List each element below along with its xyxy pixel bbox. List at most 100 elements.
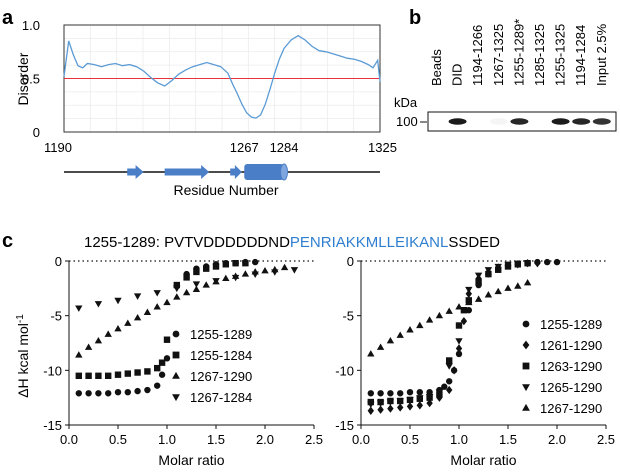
itc-legend-label: 1255-1289 <box>540 317 602 332</box>
disorder-series-line <box>63 34 381 119</box>
alpha-helix-cap <box>280 163 289 181</box>
itc-data-point <box>158 371 166 378</box>
itc-data-point <box>367 401 375 409</box>
itc-data-point <box>425 394 434 401</box>
disorder-y-axis-label: Disorder <box>15 52 31 105</box>
itc-legend-label: 1265-1290 <box>540 380 602 395</box>
itc-data-point <box>474 272 483 280</box>
blot-band <box>551 118 570 125</box>
blot-lane-label: 1194-1266 <box>470 25 485 86</box>
itc-data-point <box>367 406 374 415</box>
itc-data-point <box>271 269 279 276</box>
itc-data-point <box>426 398 433 408</box>
itc-data-point <box>450 366 458 375</box>
blot-band <box>510 118 529 125</box>
blot-lane-label: DID <box>450 64 465 86</box>
itc-data-point <box>134 369 141 376</box>
itc-data-point <box>441 383 448 390</box>
itc-legend-marker <box>172 371 180 379</box>
itc-data-point <box>261 267 269 274</box>
itc-data-point <box>416 321 424 329</box>
itc-data-point <box>376 400 385 407</box>
itc-y-tick-label: -10 <box>43 363 62 378</box>
disorder-y-tick-label: 1.0 <box>22 18 40 33</box>
itc-data-point <box>396 331 404 338</box>
disorder-residue-mark-label: 1267 <box>230 140 259 155</box>
itc-data-point <box>504 284 512 291</box>
itc-data-point <box>406 397 414 404</box>
blot-marker-label: 100 <box>396 114 418 129</box>
itc-data-point <box>465 298 473 306</box>
itc-legend-marker <box>172 351 180 359</box>
itc-data-point <box>455 322 463 329</box>
itc-data-point <box>397 390 404 397</box>
itc-data-point <box>104 330 112 337</box>
itc-data-point <box>105 372 112 379</box>
itc-data-point <box>153 290 161 297</box>
itc-data-point <box>114 371 122 378</box>
itc-data-point <box>465 289 472 298</box>
itc-data-point <box>484 291 493 298</box>
itc-data-point <box>455 344 463 353</box>
itc-data-point <box>158 359 166 366</box>
itc-data-point <box>386 399 395 406</box>
itc-data-point <box>446 378 453 385</box>
itc-series <box>75 267 299 312</box>
itc-legend-label: 1263-1290 <box>540 359 602 374</box>
itc-y-tick-label: 0 <box>347 254 354 269</box>
sequence-text: 1255-1289: PVTVDDDDDDNDPENRIAKKMLLEIKANL… <box>84 234 500 251</box>
itc-y-tick-label: -5 <box>342 309 354 324</box>
beta-strand-arrow <box>230 165 242 179</box>
disorder-x-tick-label: 1325 <box>368 140 397 155</box>
blot-band <box>592 118 611 125</box>
itc-data-point <box>475 278 482 285</box>
itc-data-point <box>534 259 541 268</box>
blot-lane-label: 1267-1325 <box>491 24 506 86</box>
itc-data-point <box>387 404 394 413</box>
itc-data-point <box>94 301 103 308</box>
itc-data-point <box>94 336 103 344</box>
itc-y-tick-label: -10 <box>335 363 354 378</box>
itc-data-point <box>192 285 201 292</box>
panel-a-letter: a <box>2 7 14 29</box>
itc-data-point <box>75 390 83 397</box>
itc-data-point <box>212 278 220 285</box>
itc-data-point <box>105 390 112 397</box>
itc-data-point <box>416 401 423 410</box>
itc-data-point <box>124 370 131 377</box>
itc-data-point <box>416 389 423 396</box>
itc-data-point <box>514 282 522 289</box>
itc-data-point <box>377 405 384 414</box>
itc-data-point <box>514 260 522 268</box>
itc-y-tick-label: -5 <box>50 309 62 324</box>
western-blot: Beads DID 1194-1266 1267-1325 1255-1289* 1285… <box>394 19 617 132</box>
itc-x-tick-label: 0.5 <box>401 432 419 447</box>
itc-series <box>75 259 249 379</box>
itc-plot-left: 0 -5 -10 -150.0 0.5 1.0 1.5 2.0 2.5 Molar ratio 12… <box>43 254 323 468</box>
itc-data-point <box>387 390 394 397</box>
itc-data-point <box>173 281 180 289</box>
sequence-prefix: 1255-1289: PVTVDDDDDDND <box>84 234 290 251</box>
itc-data-point <box>173 285 181 293</box>
itc-data-point <box>222 261 229 268</box>
itc-data-point <box>455 303 463 310</box>
domain-map: Residue Number <box>64 163 380 198</box>
blot-lane-label: 1255-1289* <box>511 19 526 86</box>
beta-strand-arrow <box>164 165 210 179</box>
disorder-plot: 0 0.5 1.0 Disorder 1190 1325 1267 1284 <box>15 18 397 155</box>
itc-data-point <box>425 316 434 323</box>
blot-lane-label: 1255-1325 <box>553 24 568 86</box>
itc-data-point <box>222 274 230 282</box>
blot-lane-label: 1194-1284 <box>573 25 588 86</box>
itc-data-point <box>163 298 171 306</box>
itc-data-point <box>154 382 161 389</box>
itc-data-point <box>75 351 83 358</box>
itc-data-point <box>114 389 122 396</box>
itc-data-point <box>134 387 141 395</box>
disorder-x-tick-label: 1190 <box>44 140 72 155</box>
itc-data-point <box>446 385 453 395</box>
itc-data-point <box>173 293 181 300</box>
itc-data-point <box>406 389 414 396</box>
itc-data-point <box>396 398 404 405</box>
